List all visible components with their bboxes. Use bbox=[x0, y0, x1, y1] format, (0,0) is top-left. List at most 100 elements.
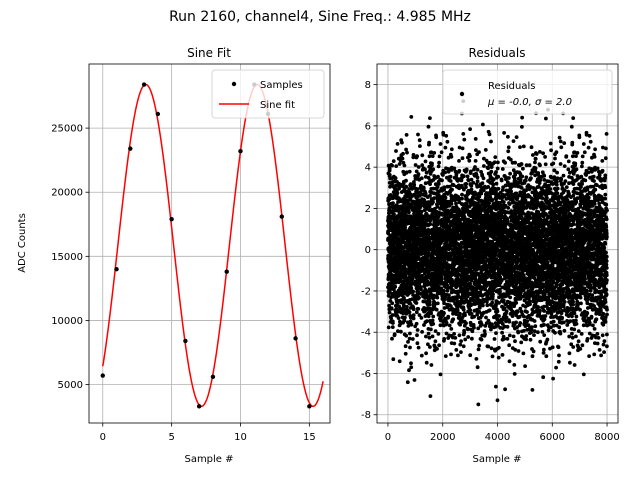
residual-point bbox=[400, 209, 405, 214]
residual-point bbox=[454, 172, 459, 177]
residual-point bbox=[416, 132, 420, 137]
residual-point bbox=[494, 170, 498, 174]
figure-title: Run 2160, channel4, Sine Freq.: 4.985 MH… bbox=[169, 9, 471, 25]
residual-point bbox=[481, 188, 486, 193]
residual-point bbox=[395, 142, 400, 146]
residual-point bbox=[482, 164, 486, 168]
residual-point bbox=[417, 295, 421, 300]
residual-point bbox=[436, 174, 440, 179]
residual-point bbox=[432, 196, 437, 201]
residual-point bbox=[407, 169, 412, 174]
residual-point bbox=[459, 339, 463, 343]
residual-point bbox=[518, 145, 522, 150]
residual-point bbox=[431, 200, 435, 205]
residual-point bbox=[437, 343, 441, 348]
residual-point bbox=[492, 337, 497, 341]
residual-point bbox=[485, 303, 490, 308]
residual-point bbox=[444, 320, 449, 325]
residual-point bbox=[387, 173, 392, 177]
residual-point bbox=[427, 299, 432, 304]
residual-point bbox=[402, 318, 407, 323]
residual-point bbox=[409, 115, 414, 119]
residual-point bbox=[503, 160, 507, 165]
residual-point bbox=[516, 349, 521, 353]
residual-point bbox=[513, 339, 517, 344]
residual-point bbox=[403, 273, 408, 277]
residual-point bbox=[468, 353, 473, 358]
residual-point bbox=[495, 309, 500, 314]
residual-point bbox=[387, 197, 392, 202]
residual-point bbox=[420, 153, 425, 158]
residual-point bbox=[453, 169, 458, 174]
residual-point bbox=[449, 147, 454, 152]
residual-point bbox=[507, 176, 511, 180]
residual-point bbox=[450, 187, 454, 192]
residual-point bbox=[395, 301, 400, 306]
residual-point bbox=[431, 314, 436, 319]
residual-point bbox=[424, 334, 428, 339]
residual-point bbox=[426, 314, 431, 319]
residual-point bbox=[431, 186, 436, 191]
residual-point bbox=[428, 222, 433, 227]
residual-point bbox=[404, 184, 409, 189]
residual-point bbox=[472, 325, 476, 330]
residual-point bbox=[412, 182, 417, 187]
residual-point bbox=[455, 308, 460, 313]
residual-point bbox=[396, 316, 401, 320]
residual-point bbox=[443, 145, 448, 150]
residual-point bbox=[481, 122, 485, 127]
residual-point bbox=[470, 336, 474, 341]
sample-point bbox=[141, 82, 147, 87]
residual-point bbox=[469, 187, 474, 192]
residual-point bbox=[401, 151, 405, 156]
residual-point bbox=[415, 154, 419, 159]
residual-point bbox=[474, 357, 479, 361]
residual-point bbox=[438, 372, 443, 377]
residual-point bbox=[468, 154, 472, 159]
residual-point bbox=[405, 150, 409, 155]
y-tick-label: 5000 bbox=[58, 380, 83, 391]
residual-point bbox=[520, 174, 525, 179]
sine-fit-title: Sine Fit bbox=[187, 46, 231, 60]
residual-point bbox=[469, 177, 474, 182]
residual-point bbox=[462, 215, 467, 220]
residual-point bbox=[429, 363, 434, 367]
residual-point bbox=[466, 287, 470, 292]
residual-point bbox=[419, 353, 424, 358]
residual-point bbox=[418, 144, 422, 149]
residual-point bbox=[402, 163, 407, 168]
residual-point bbox=[497, 314, 501, 318]
residual-point bbox=[437, 154, 442, 159]
residual-point bbox=[445, 139, 450, 144]
residual-point bbox=[461, 132, 466, 136]
residual-point bbox=[427, 335, 432, 340]
residual-point bbox=[403, 344, 408, 349]
residual-point bbox=[516, 330, 521, 335]
residual-point bbox=[435, 295, 440, 300]
residual-point bbox=[418, 205, 422, 210]
residual-point bbox=[394, 149, 398, 153]
residual-point bbox=[496, 160, 500, 165]
residual-point bbox=[397, 162, 402, 166]
residual-point bbox=[426, 331, 431, 336]
residual-point bbox=[403, 351, 408, 356]
residual-point bbox=[506, 206, 511, 210]
residual-point bbox=[504, 183, 509, 188]
residual-point bbox=[472, 314, 476, 319]
sample-point bbox=[210, 374, 216, 380]
residual-point bbox=[425, 319, 429, 324]
residual-point bbox=[459, 245, 463, 250]
residual-point bbox=[445, 288, 450, 293]
legend-label-samples: Samples bbox=[260, 80, 303, 91]
residual-point bbox=[466, 178, 471, 183]
x-tick-label: 0 bbox=[100, 432, 106, 443]
sample-point bbox=[183, 338, 188, 344]
residual-point bbox=[410, 337, 415, 341]
residual-point bbox=[442, 297, 447, 302]
residual-point bbox=[408, 345, 412, 350]
residual-point bbox=[429, 150, 434, 155]
residual-point bbox=[483, 332, 487, 337]
x-tick-label: 15 bbox=[303, 432, 316, 443]
residual-point bbox=[458, 217, 463, 222]
residual-point bbox=[505, 324, 510, 329]
